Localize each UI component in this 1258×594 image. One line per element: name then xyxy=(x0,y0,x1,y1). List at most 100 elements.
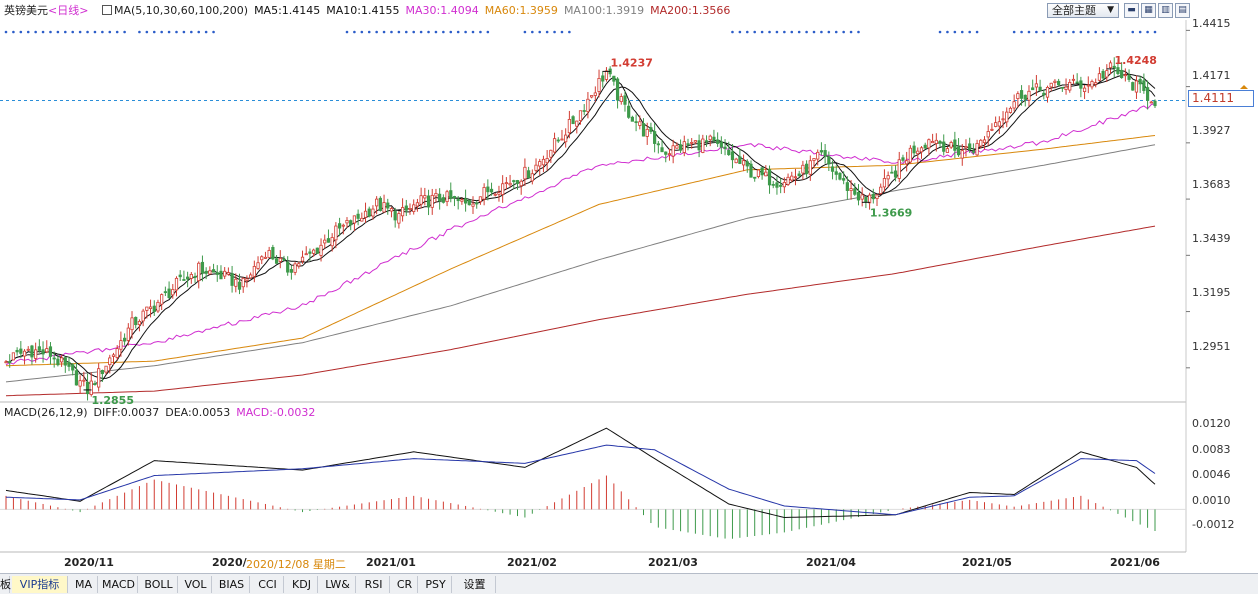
tab-cci[interactable]: CCI xyxy=(252,576,284,593)
candle-up xyxy=(979,139,983,147)
signal-dot xyxy=(568,30,571,34)
candle-down xyxy=(134,316,138,326)
signal-dot xyxy=(64,30,67,34)
signal-dot xyxy=(375,30,378,34)
tab-board[interactable]: 板 xyxy=(0,576,11,593)
candle-up xyxy=(671,145,675,157)
candle-down xyxy=(512,180,516,183)
tab-psy[interactable]: PSY xyxy=(420,576,452,593)
signal-dot xyxy=(960,30,964,34)
candle-down xyxy=(771,183,775,186)
candle-up xyxy=(530,173,534,182)
period-label[interactable]: <日线> xyxy=(48,4,89,17)
candle-up xyxy=(252,266,256,277)
signal-dot xyxy=(115,30,119,34)
ma-line-ma200 xyxy=(5,225,1156,397)
macd-dea-line xyxy=(5,444,1156,516)
price-tick: 1.3195 xyxy=(1192,286,1231,299)
candle-down xyxy=(1120,69,1124,79)
signal-dot xyxy=(1146,30,1149,34)
candle-up xyxy=(119,340,123,350)
signal-dot xyxy=(938,30,942,34)
candle-down xyxy=(308,251,312,254)
tab-rsi[interactable]: RSI xyxy=(358,576,390,593)
candle-up xyxy=(567,119,571,134)
signal-dot xyxy=(1153,30,1157,34)
candle-up xyxy=(341,224,345,227)
candle-up xyxy=(400,207,405,217)
signal-dot xyxy=(486,30,490,34)
candle-down xyxy=(163,291,167,294)
minus-icon[interactable]: ▬ xyxy=(1124,3,1139,18)
panel-icon[interactable]: ▤ xyxy=(1175,3,1190,18)
candle-up xyxy=(1053,80,1057,83)
candle-up xyxy=(519,180,523,187)
candle-down xyxy=(704,140,709,143)
candle-down xyxy=(449,190,453,199)
tab-bias[interactable]: BIAS xyxy=(214,576,250,593)
candle-up xyxy=(312,249,316,254)
tab-ma[interactable]: MA xyxy=(70,576,98,593)
tab-boll[interactable]: BOLL xyxy=(140,576,178,593)
tab-vip-indicators[interactable]: VIP指标 xyxy=(12,576,68,593)
ma-toggle-icon[interactable] xyxy=(102,5,112,15)
candle-down xyxy=(656,143,660,146)
candle-down xyxy=(404,205,408,211)
candle-down xyxy=(393,211,397,221)
signal-dot xyxy=(360,30,364,34)
tab-vol[interactable]: VOL xyxy=(180,576,212,593)
signal-dot xyxy=(545,30,549,34)
candle-up xyxy=(690,141,694,144)
candle-down xyxy=(215,272,219,275)
layout-icon[interactable]: ▥ xyxy=(1158,3,1173,18)
signal-dot xyxy=(479,30,482,34)
candle-down xyxy=(1116,67,1120,74)
candle-down xyxy=(623,95,627,105)
signal-dot xyxy=(427,30,430,34)
tab-macd[interactable]: MACD xyxy=(100,576,138,593)
candle-down xyxy=(901,157,905,161)
candlesticks xyxy=(4,57,1157,401)
signal-dot xyxy=(1057,30,1060,34)
candle-down xyxy=(864,196,868,203)
candle-up xyxy=(471,203,475,207)
candle-down xyxy=(37,346,41,351)
candle-up xyxy=(1134,80,1139,93)
candle-up xyxy=(115,348,119,358)
candle-down xyxy=(1060,86,1064,89)
candle-up xyxy=(793,176,798,179)
tab-settings[interactable]: 设置 xyxy=(454,576,496,593)
candle-down xyxy=(942,141,946,152)
theme-dropdown[interactable]: 全部主题 ▼ xyxy=(1047,3,1119,18)
grid-icon[interactable]: ▦ xyxy=(1141,3,1156,18)
candle-up xyxy=(990,128,994,131)
candle-up xyxy=(323,239,327,244)
candle-down xyxy=(890,171,894,174)
candle-up xyxy=(578,110,583,121)
candle-up xyxy=(1086,84,1090,87)
ma-line-ma10 xyxy=(5,73,1156,379)
signal-dot xyxy=(1072,30,1075,34)
tab-cr[interactable]: CR xyxy=(392,576,418,593)
candle-up xyxy=(934,139,938,144)
signal-dot xyxy=(1131,30,1135,34)
signal-dot xyxy=(353,30,356,34)
candle-down xyxy=(48,346,53,357)
candle-down xyxy=(745,161,749,167)
candle-up xyxy=(945,148,950,153)
candle-up xyxy=(497,192,501,195)
candle-down xyxy=(804,163,809,175)
tab-lwr[interactable]: LW& xyxy=(320,576,356,593)
current-price-label: 1.4111 xyxy=(1188,90,1254,107)
candle-up xyxy=(916,150,920,155)
signal-dot xyxy=(1035,30,1038,34)
candle-up xyxy=(460,199,464,202)
candle-up xyxy=(504,182,508,185)
candle-down xyxy=(664,151,668,155)
signal-dot xyxy=(56,30,60,34)
tab-kdj[interactable]: KDJ xyxy=(286,576,318,593)
candle-up xyxy=(812,158,816,161)
candle-down xyxy=(186,276,190,280)
